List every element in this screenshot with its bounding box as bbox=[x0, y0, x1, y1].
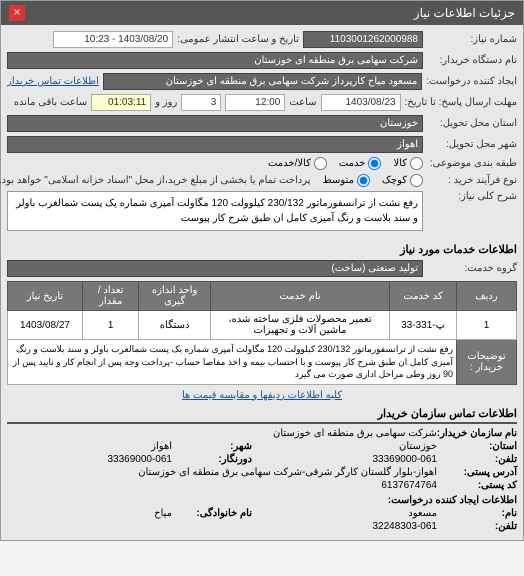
service-table: ردیف کد خدمت نام خدمت واحد اندازه گیری ت… bbox=[7, 281, 517, 385]
c-city-value: اهواز bbox=[151, 441, 172, 452]
th-unit: واحد اندازه گیری bbox=[139, 282, 210, 311]
group-label: طبقه بندی موضوعی: bbox=[427, 158, 517, 169]
service-group-input[interactable] bbox=[7, 260, 423, 277]
c-address-value: اهواز-بلوار گلستان کارگر شرقی-شرکت سهامی… bbox=[138, 467, 437, 478]
remaining-label: ساعت باقی مانده bbox=[14, 97, 87, 108]
note-cell: رفع نشت از ترانسفورماتور 230/132 کیلوولت… bbox=[8, 340, 457, 385]
creator-input[interactable] bbox=[103, 73, 422, 90]
td-code: پ-331-33 bbox=[390, 311, 457, 340]
buyer-input[interactable] bbox=[7, 52, 423, 69]
province-input[interactable] bbox=[7, 115, 423, 132]
contact-section: اطلاعات تماس سازمان خریدار نام سازمان خر… bbox=[7, 407, 517, 532]
creator-label: ایجاد کننده درخواست: bbox=[426, 76, 517, 87]
table-row: 1 پ-331-33 تعمیر محصولات فلزی ساخته شده،… bbox=[8, 311, 517, 340]
table-header-row: ردیف کد خدمت نام خدمت واحد اندازه گیری ت… bbox=[8, 282, 517, 311]
c-phone-value: 33369000-061 bbox=[372, 454, 437, 465]
contact-header: اطلاعات تماس سازمان خریدار bbox=[7, 407, 517, 424]
td-unit: دستگاه bbox=[139, 311, 210, 340]
creator-title: اطلاعات ایجاد کننده درخواست: bbox=[388, 495, 517, 506]
radio-khadamat-input[interactable] bbox=[368, 157, 381, 170]
c-family-value: میاح bbox=[154, 508, 172, 519]
radio-khadamat[interactable]: خدمت bbox=[339, 157, 382, 170]
radio-small[interactable]: کوچک bbox=[382, 174, 423, 187]
radio-kala-input[interactable] bbox=[410, 157, 423, 170]
c-fax-value: 33369000-061 bbox=[107, 454, 172, 465]
c-address-label: آدرس پستی: bbox=[437, 467, 517, 478]
days-label: روز و bbox=[155, 97, 177, 108]
c-province-label: استان: bbox=[437, 441, 517, 452]
org-label: نام سازمان خریدار: bbox=[437, 428, 517, 439]
radio-small-input[interactable] bbox=[410, 174, 423, 187]
c-city-label: شهر: bbox=[172, 441, 252, 452]
radio-kala[interactable]: کالا bbox=[393, 157, 423, 170]
city-input[interactable] bbox=[7, 136, 423, 153]
th-name: نام خدمت bbox=[210, 282, 389, 311]
province-label: استان محل تحویل: bbox=[427, 118, 517, 129]
content-area: شماره نیاز: تاریخ و ساعت انتشار عمومی: ن… bbox=[1, 25, 523, 540]
table-note-row: توضیحات خریدار : رفع نشت از ترانسفورماتو… bbox=[8, 340, 517, 385]
c-phone-label: تلفن: bbox=[437, 454, 517, 465]
request-no-label: شماره نیاز: bbox=[427, 34, 517, 45]
service-section-title: اطلاعات خدمات مورد نیاز bbox=[7, 243, 517, 256]
th-qty: تعداد / مقدار bbox=[82, 282, 138, 311]
th-code: کد خدمت bbox=[390, 282, 457, 311]
time-label: ساعت bbox=[289, 97, 316, 108]
td-row: 1 bbox=[457, 311, 517, 340]
c-family-label: نام خانوادگی: bbox=[172, 508, 252, 519]
service-group-label: گروه خدمت: bbox=[427, 263, 517, 274]
process-radio-group: کوچک متوسط پرداخت تمام یا بخشی از مبلغ خ… bbox=[0, 174, 423, 187]
c-creator-phone-label: تلفن: bbox=[437, 521, 517, 532]
process-note: پرداخت تمام یا بخشی از مبلغ خرید،از محل … bbox=[0, 175, 311, 186]
titlebar: جزئیات اطلاعات نیاز × bbox=[1, 1, 523, 25]
contact-link[interactable]: اطلاعات تماس خریدار bbox=[7, 76, 99, 87]
note-label-cell: توضیحات خریدار : bbox=[457, 340, 517, 385]
td-date: 1403/08/27 bbox=[8, 311, 83, 340]
datetime-label: تاریخ و ساعت انتشار عمومی: bbox=[177, 34, 299, 45]
radio-both-input[interactable] bbox=[314, 157, 327, 170]
request-no-input[interactable] bbox=[303, 31, 423, 48]
th-row: ردیف bbox=[457, 282, 517, 311]
deadline-date-input[interactable] bbox=[321, 94, 401, 111]
days-input[interactable] bbox=[181, 94, 221, 111]
deadline-label: مهلت ارسال پاسخ: تا تاریخ: bbox=[405, 97, 517, 108]
c-postal-value: 6137674764 bbox=[381, 480, 437, 491]
datetime-input[interactable] bbox=[53, 31, 173, 48]
close-icon[interactable]: × bbox=[9, 5, 25, 21]
c-postal-label: کد پستی: bbox=[437, 480, 517, 491]
th-date: تاریخ نیاز bbox=[8, 282, 83, 311]
deadline-time-input[interactable] bbox=[225, 94, 285, 111]
window-title: جزئیات اطلاعات نیاز bbox=[414, 6, 515, 20]
c-province-value: خوزستان bbox=[399, 441, 437, 452]
general-desc-label: شرح کلی نیاز: bbox=[427, 191, 517, 202]
buyer-label: نام دستگاه خریدار: bbox=[427, 55, 517, 66]
c-fax-label: دورنگار: bbox=[172, 454, 252, 465]
td-name: تعمیر محصولات فلزی ساخته شده، ماشین آلات… bbox=[210, 311, 389, 340]
radio-both[interactable]: کالا/خدمت bbox=[268, 157, 327, 170]
dialog-window: جزئیات اطلاعات نیاز × شماره نیاز: تاریخ … bbox=[0, 0, 524, 541]
org-value: شرکت سهامی برق منطقه ای خوزستان bbox=[273, 428, 437, 439]
c-creator-phone-value: 32248303-061 bbox=[372, 521, 437, 532]
radio-medium-input[interactable] bbox=[357, 174, 370, 187]
c-name-label: نام: bbox=[437, 508, 517, 519]
category-radio-group: کالا خدمت کالا/خدمت bbox=[268, 157, 423, 170]
general-desc-box: رفع نشت از ترانسفورماتور 230/132 کیلوولت… bbox=[7, 191, 423, 231]
city-label: شهر محل تحویل: bbox=[427, 139, 517, 150]
process-label: نوع فرآیند خرید : bbox=[427, 175, 517, 186]
radio-medium[interactable]: متوسط bbox=[323, 174, 370, 187]
view-offers-link[interactable]: کلیه اطلاعات ردیفها و مقایسه قیمت ها bbox=[182, 390, 342, 401]
td-qty: 1 bbox=[82, 311, 138, 340]
remaining-input bbox=[91, 94, 151, 111]
c-name-value: مسعود bbox=[408, 508, 437, 519]
